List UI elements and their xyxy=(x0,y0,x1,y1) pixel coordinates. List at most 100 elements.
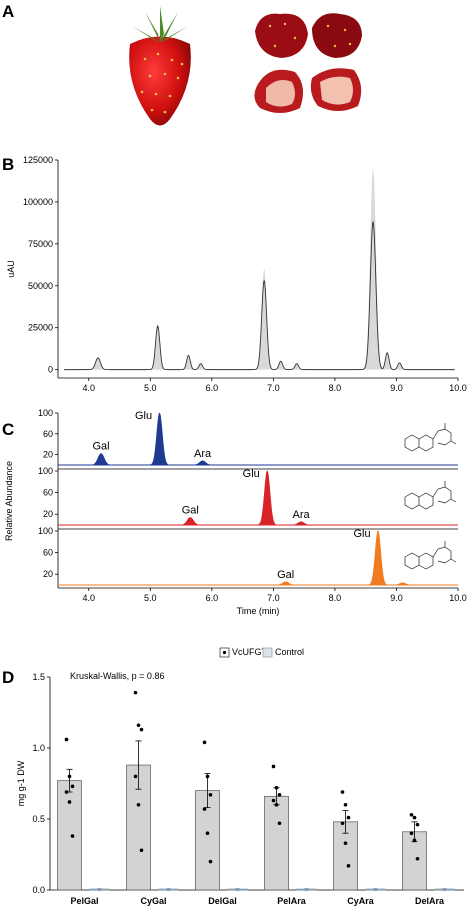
control-marker xyxy=(166,888,171,891)
x-tick-label: 9.0 xyxy=(390,593,403,603)
peak-label: Glu xyxy=(135,410,152,422)
x-tick-label: 9.0 xyxy=(390,383,403,393)
x-tick-label: 4.0 xyxy=(83,593,96,603)
data-point xyxy=(202,807,207,811)
mass-spec-peak xyxy=(174,517,206,526)
panel-c-label: C xyxy=(2,420,15,439)
bar-vcufgt2 xyxy=(57,780,82,891)
mass-spec-peak xyxy=(387,582,418,586)
y-tick-label: 75000 xyxy=(28,239,53,249)
data-point xyxy=(136,723,141,728)
data-point xyxy=(202,740,207,745)
data-point xyxy=(64,737,69,742)
category-label: PelGal xyxy=(70,896,98,906)
data-point xyxy=(133,690,138,695)
data-point xyxy=(67,800,72,804)
category-label: CyGal xyxy=(140,896,166,906)
y-axis-label: Relative Abundance xyxy=(4,461,14,541)
data-point xyxy=(274,803,279,807)
data-point xyxy=(274,785,279,790)
mass-spec-peak xyxy=(251,470,283,526)
x-tick-label: 10.0 xyxy=(449,383,467,393)
y-tick-label: 60 xyxy=(43,548,53,558)
y-axis-label: uAU xyxy=(6,260,16,278)
data-point xyxy=(70,834,75,838)
panel-d-label: D xyxy=(2,668,15,687)
legend: VcUFGT2 Control xyxy=(219,647,304,658)
anthocyanin-structure-icon xyxy=(404,423,457,452)
y-tick-label: 20 xyxy=(43,569,53,579)
category-label: DelAra xyxy=(415,896,445,906)
data-point xyxy=(208,793,213,797)
data-point xyxy=(208,859,213,864)
y-tick-label: 100000 xyxy=(23,197,53,207)
peak-label: Gal xyxy=(277,569,294,581)
data-point xyxy=(139,727,144,732)
x-tick-label: 5.0 xyxy=(144,383,157,393)
y-tick-label: 0 xyxy=(48,365,53,375)
control-marker xyxy=(373,888,378,891)
mass-spec-peak xyxy=(270,581,302,586)
peak-label: Gal xyxy=(93,441,110,453)
y-tick-label: 1.0 xyxy=(32,743,45,753)
y-tick-label: 60 xyxy=(43,488,53,498)
chromatogram-trace xyxy=(64,220,455,371)
data-point xyxy=(133,774,138,779)
category-label: PelAra xyxy=(277,896,307,906)
peak-label: Glu xyxy=(353,528,370,540)
mass-spec-peak xyxy=(187,460,218,466)
x-tick-label: 8.0 xyxy=(329,593,342,603)
legend-label: Control xyxy=(275,647,304,657)
control-marker xyxy=(235,888,240,891)
y-tick-label: 1.5 xyxy=(32,672,45,682)
data-point xyxy=(343,841,348,845)
data-point xyxy=(415,856,420,861)
legend-marker xyxy=(222,650,227,655)
data-point xyxy=(340,790,345,794)
data-point xyxy=(205,831,210,835)
category-label: CyAra xyxy=(347,896,375,906)
data-point xyxy=(415,822,420,827)
strawberry-halves-icon xyxy=(254,13,362,113)
peak-label: Ara xyxy=(194,448,212,460)
data-point xyxy=(139,848,144,853)
x-tick-label: 5.0 xyxy=(144,593,157,603)
y-tick-label: 125000 xyxy=(23,155,53,165)
data-point xyxy=(70,784,75,789)
y-tick-label: 100 xyxy=(38,408,53,418)
legend-swatch xyxy=(262,647,273,658)
data-point xyxy=(412,815,417,820)
peak-label: Gal xyxy=(182,504,199,516)
peak-label: Glu xyxy=(243,468,260,480)
mass-spec-chart: 100 60 20 Gal Glu Ara 100 60 20 Gal Glu Ara 100 60 20 G… xyxy=(4,408,467,616)
legend-label: VcUFGT2 xyxy=(232,647,272,657)
panel-b-label: B xyxy=(2,155,15,174)
panel-a-label: A xyxy=(2,2,15,21)
y-tick-label: 20 xyxy=(43,450,53,460)
data-point xyxy=(271,798,276,803)
data-point xyxy=(277,821,282,826)
x-tick-label: 7.0 xyxy=(267,383,280,393)
y-axis-label: mg g-1 DW xyxy=(16,760,26,806)
anthocyanin-bar-chart: VcUFGT2 Control 0.0 0.5 1.0 1.5 mg g-1 DW Krusk… xyxy=(16,647,464,906)
x-tick-label: 4.0 xyxy=(83,383,96,393)
y-tick-label: 25000 xyxy=(28,323,53,333)
data-point xyxy=(340,821,345,826)
data-point xyxy=(277,793,282,797)
y-tick-label: 0.5 xyxy=(32,814,45,824)
control-marker xyxy=(97,888,102,891)
stat-annotation: Kruskal-Wallis, p = 0.86 xyxy=(70,671,164,681)
data-point xyxy=(136,803,141,807)
data-point xyxy=(64,790,69,794)
x-tick-label: 10.0 xyxy=(449,593,467,603)
category-label: DelGal xyxy=(208,896,237,906)
x-tick-label: 6.0 xyxy=(206,593,219,603)
data-point xyxy=(343,803,348,807)
x-tick-label: 6.0 xyxy=(206,383,219,393)
anthocyanin-structure-icon xyxy=(404,481,457,510)
data-point xyxy=(271,764,276,769)
strawberry-whole-icon xyxy=(129,6,191,126)
x-axis-label: Time (min) xyxy=(237,606,280,616)
mass-spec-peak xyxy=(144,412,175,466)
mass-spec-peak xyxy=(85,453,117,466)
